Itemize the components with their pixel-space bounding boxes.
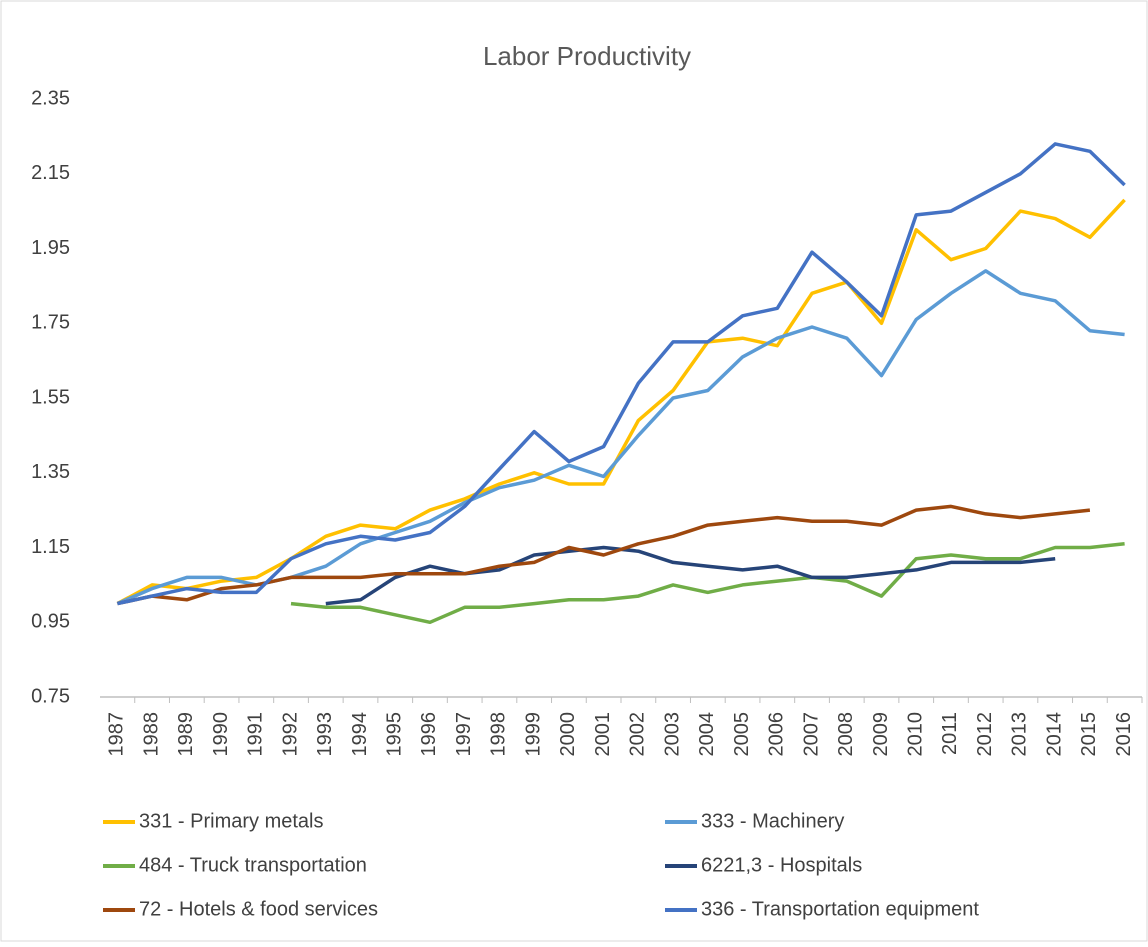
y-tick-label: 2.35	[31, 87, 70, 109]
x-tick-label: 2013	[1009, 712, 1031, 757]
y-tick-label: 2.15	[31, 162, 70, 184]
x-tick-label: 1993	[314, 712, 336, 757]
x-tick-label: 1999	[522, 712, 544, 757]
x-tick-label: 2005	[731, 712, 753, 757]
x-tick-label: 1998	[488, 712, 510, 757]
x-tick-label: 2012	[974, 712, 996, 757]
x-tick-label: 2007	[800, 712, 822, 757]
x-tick-label: 1988	[140, 712, 162, 757]
x-tick-label: 2014	[1043, 712, 1065, 757]
y-tick-label: 1.55	[31, 386, 70, 408]
x-tick-label: 2004	[696, 712, 718, 757]
x-tick-label: 2008	[835, 712, 857, 757]
x-tick-label: 2002	[627, 712, 649, 757]
x-tick-label: 2001	[592, 712, 614, 757]
series-line	[117, 142, 1126, 606]
y-tick-label: 0.75	[31, 685, 70, 707]
y-tick-label: 1.95	[31, 237, 70, 259]
x-tick-label: 2000	[557, 712, 579, 757]
x-tick-label: 2016	[1113, 712, 1135, 757]
x-tick-label: 1989	[175, 712, 197, 757]
x-tick-label: 2015	[1078, 712, 1100, 757]
series-line	[117, 504, 1091, 606]
y-tick-label: 1.75	[31, 312, 70, 334]
legend-label: 331 - Primary metals	[139, 810, 324, 832]
legend-label: 333 - Machinery	[701, 810, 844, 832]
x-tick-label: 2010	[905, 712, 927, 757]
x-tick-label: 1994	[349, 712, 371, 757]
series-line	[290, 542, 1125, 625]
legend-label: 484 - Truck transportation	[139, 854, 367, 876]
legend-label: 336 - Transportation equipment	[701, 898, 979, 920]
x-tick-label: 1996	[418, 712, 440, 757]
legend-label: 6221,3 - Hospitals	[701, 854, 862, 876]
x-tick-label: 1997	[453, 712, 475, 757]
x-tick-label: 1992	[279, 712, 301, 757]
x-tick-label: 1995	[384, 712, 406, 757]
x-tick-label: 1990	[210, 712, 232, 757]
series-line	[325, 545, 1056, 606]
x-tick-label: 2003	[661, 712, 683, 757]
x-tick-label: 2006	[766, 712, 788, 757]
y-tick-label: 1.15	[31, 536, 70, 558]
y-tick-label: 0.95	[31, 611, 70, 633]
x-tick-label: 2009	[870, 712, 892, 757]
x-tick-label: 1987	[106, 712, 128, 757]
x-tick-label: 1991	[245, 712, 267, 757]
legend-label: 72 - Hotels & food services	[139, 898, 378, 920]
series-line	[116, 198, 1126, 606]
y-tick-label: 1.35	[31, 461, 70, 483]
chart-title: Labor Productivity	[483, 41, 691, 71]
x-tick-label: 2011	[939, 712, 961, 755]
